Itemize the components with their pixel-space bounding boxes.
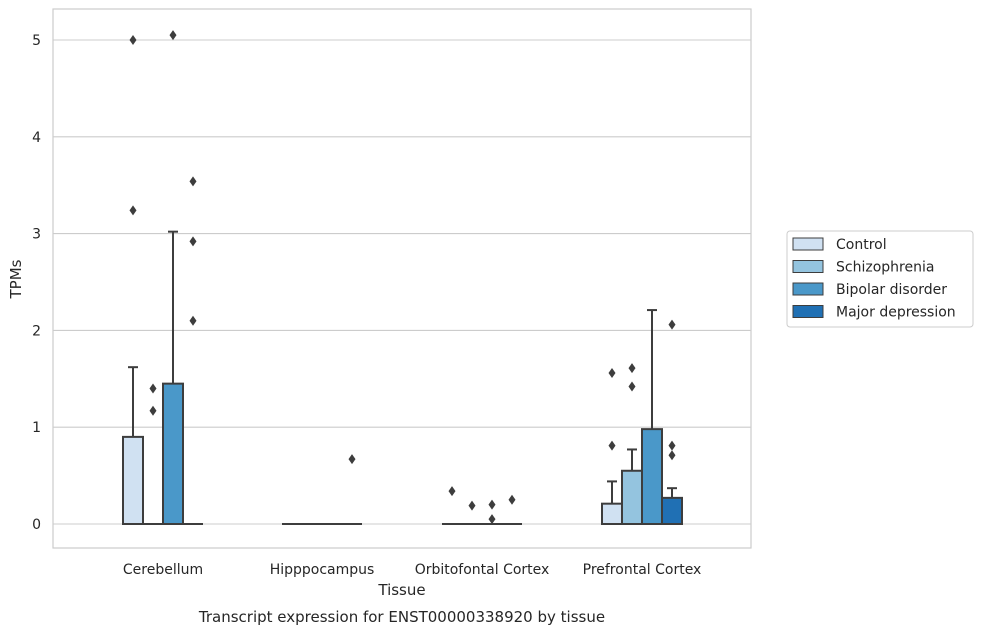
- box-body: [641, 428, 663, 525]
- x-axis-label: Tissue: [377, 581, 425, 599]
- outlier-point: [608, 367, 616, 378]
- y-axis-ticks: 0 1 2 3 4 5: [32, 33, 41, 533]
- x-tick-label: Cerebellum: [123, 562, 203, 578]
- y-tick-label: 4: [32, 130, 41, 146]
- outlier-point: [608, 440, 616, 451]
- chart-caption: Transcript expression for ENST0000033892…: [198, 608, 605, 626]
- outlier-point: [628, 363, 636, 374]
- legend-swatch: [792, 237, 824, 251]
- box-bipolar-disorder: [641, 309, 663, 525]
- legend-label: Schizophrenia: [836, 260, 934, 276]
- outlier-point: [189, 236, 197, 247]
- box-major-depression: [661, 487, 683, 526]
- y-tick-label: 5: [32, 33, 41, 49]
- box-body: [122, 435, 144, 526]
- x-tick-label: Prefrontal Cortex: [583, 562, 702, 578]
- legend-frame: [786, 230, 974, 328]
- outliers: [129, 30, 676, 525]
- outlier-point: [468, 500, 476, 511]
- legend-swatch: [792, 305, 824, 318]
- y-tick-label: 2: [32, 323, 41, 339]
- outlier-point: [668, 440, 676, 451]
- legend-label: Control: [836, 237, 887, 253]
- box-body: [621, 469, 643, 526]
- box-bipolar-disorder: [162, 230, 184, 526]
- boxes: [122, 230, 683, 526]
- outlier-point: [149, 383, 157, 394]
- box-control: [122, 366, 144, 526]
- box-body: [661, 496, 683, 526]
- box-schizophrenia: [621, 448, 643, 526]
- x-tick-label: Hipppocampus: [270, 562, 375, 578]
- outlier-point: [448, 486, 456, 497]
- outlier-point: [149, 405, 157, 416]
- legend-label: Bipolar disorder: [836, 282, 947, 298]
- legend: Control Schizophrenia Bipolar disorder Majo…: [786, 230, 974, 328]
- legend-label: Major depression: [836, 305, 956, 321]
- outlier-point: [508, 494, 516, 505]
- box-control: [601, 480, 623, 525]
- y-tick-label: 0: [32, 517, 41, 533]
- legend-swatch: [792, 282, 824, 296]
- y-tick-label: 1: [32, 420, 41, 436]
- legend-swatch: [792, 260, 824, 273]
- y-tick-label: 3: [32, 227, 41, 243]
- outlier-point: [668, 319, 676, 330]
- plot-frame: [52, 8, 752, 549]
- outlier-point: [189, 176, 197, 187]
- outlier-point: [488, 499, 496, 510]
- outlier-point: [488, 514, 496, 525]
- x-tick-label: Orbitofontal Cortex: [415, 562, 550, 578]
- y-axis-label: TPMs: [7, 259, 25, 299]
- box-body: [601, 502, 623, 525]
- outlier-point: [169, 30, 177, 41]
- outlier-point: [628, 381, 636, 392]
- outlier-point: [189, 315, 197, 326]
- outlier-point: [129, 205, 137, 216]
- outlier-point: [668, 450, 676, 461]
- x-axis-ticks: Cerebellum Hipppocampus Orbitofontal Corte…: [123, 562, 701, 578]
- box-body: [162, 382, 184, 526]
- outlier-point: [129, 35, 137, 45]
- outlier-point: [348, 454, 356, 465]
